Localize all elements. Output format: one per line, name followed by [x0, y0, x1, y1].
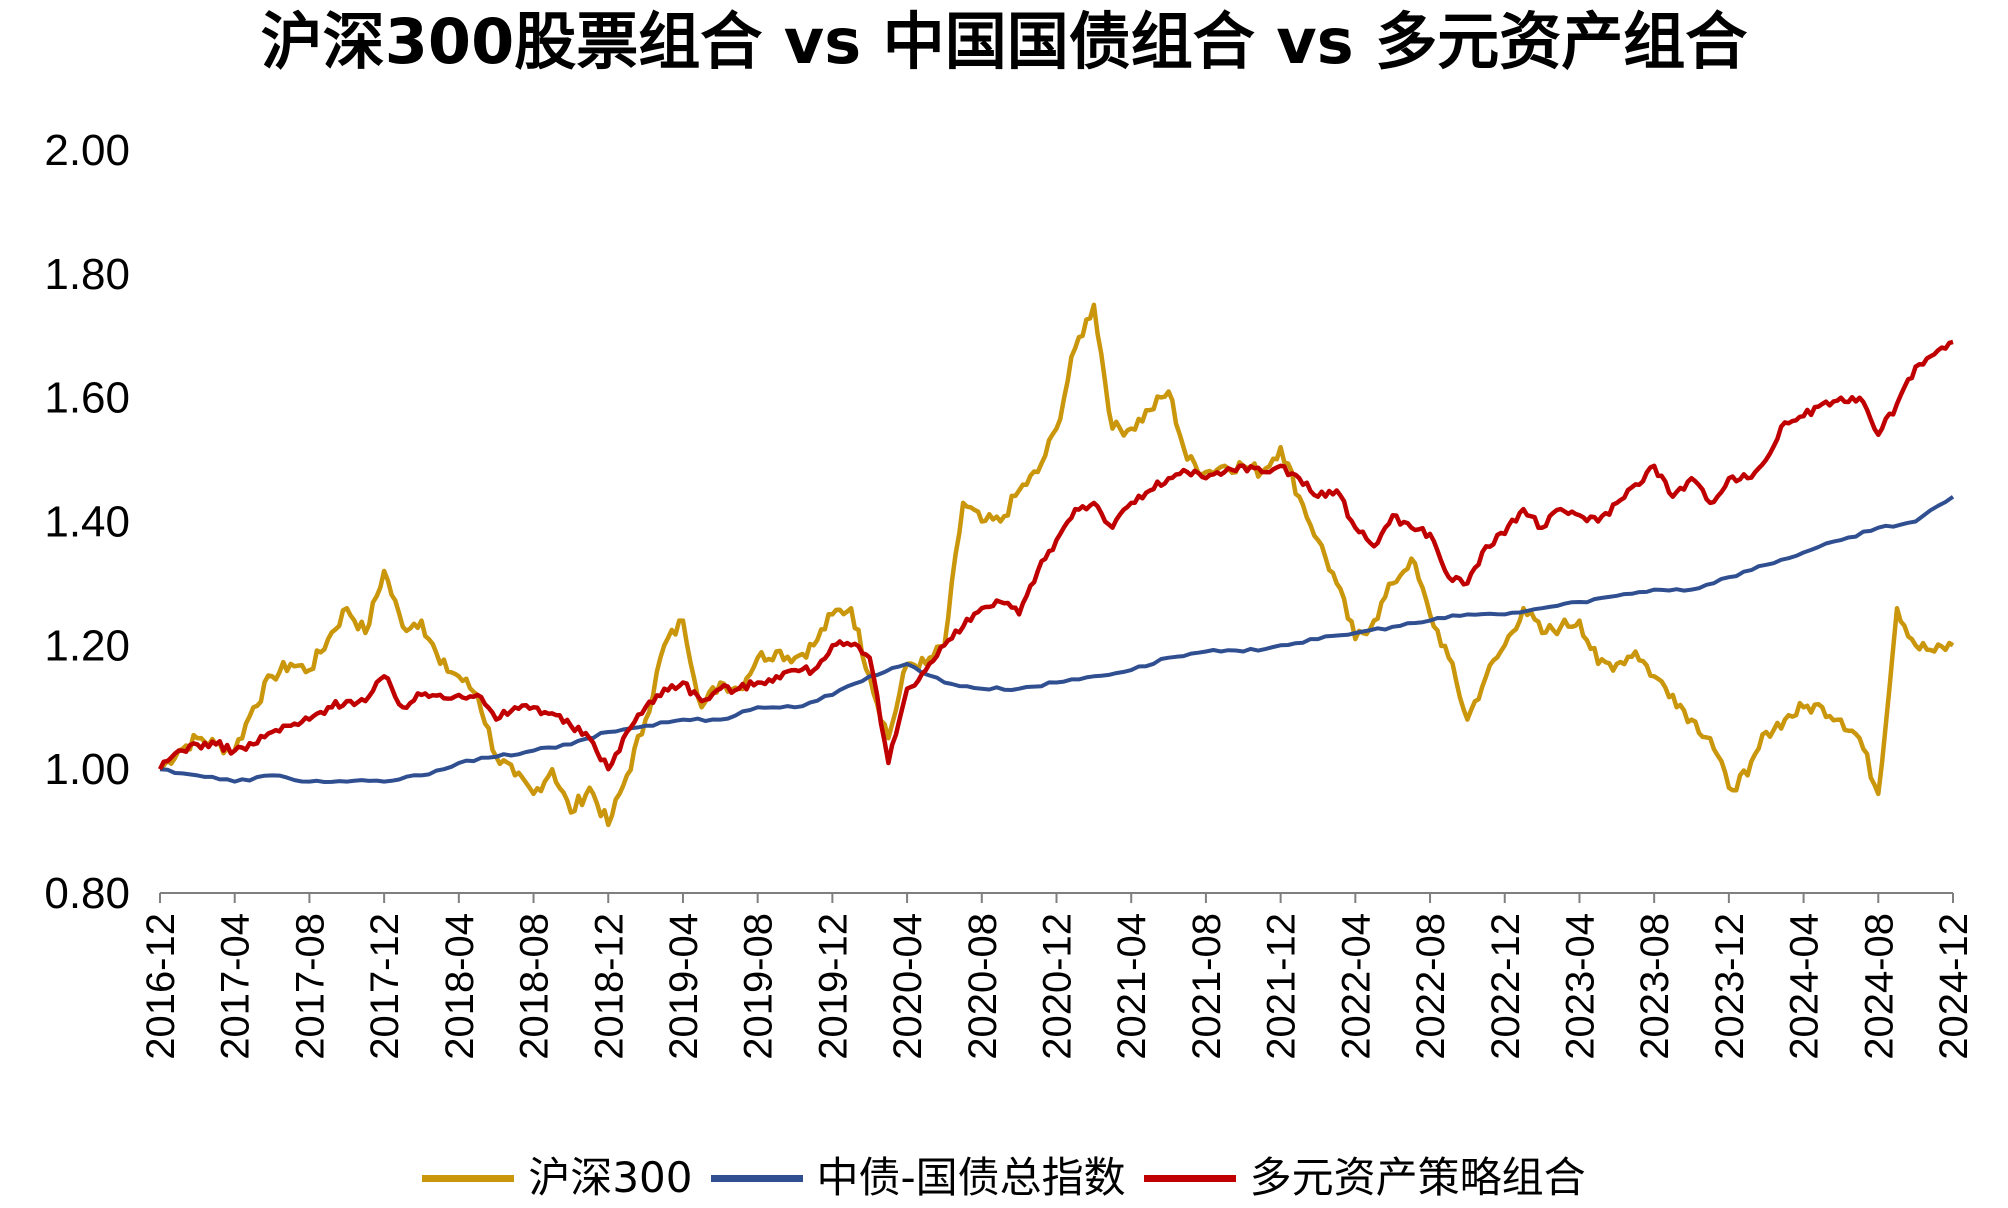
legend-swatch [422, 1174, 515, 1182]
series-line-2 [157, 339, 1954, 772]
legend: 沪深300 中债-国债总指数 多元资产策略组合 [0, 1148, 2008, 1208]
x-tick-label: 2017-08 [288, 913, 332, 1060]
y-tick-label: 2.00 [44, 126, 130, 175]
plot-lines [157, 302, 1955, 828]
legend-label: 沪深300 [528, 1153, 693, 1202]
x-tick-label: 2020-12 [1036, 913, 1080, 1060]
y-tick-label: 1.20 [44, 621, 130, 670]
x-tick-label: 2023-12 [1708, 913, 1752, 1060]
x-tick-label: 2019-04 [662, 913, 706, 1060]
chart-title: 沪深300股票组合 vs 中国国债组合 vs 多元资产组合 [260, 5, 1748, 78]
series-line-0 [158, 302, 1955, 828]
x-tick-label: 2023-08 [1633, 913, 1677, 1060]
x-tick-label: 2017-04 [214, 913, 258, 1060]
x-tick-label: 2019-08 [737, 913, 781, 1060]
x-tick-label: 2020-04 [886, 913, 930, 1060]
x-tick-label: 2021-12 [1260, 913, 1304, 1060]
y-tick-label: 1.00 [44, 745, 130, 794]
y-axis-labels: 0.80 1.00 1.20 1.40 1.60 1.80 2.00 [44, 126, 130, 918]
x-tick-label: 2017-12 [363, 913, 407, 1060]
x-tick-label: 2018-12 [587, 913, 631, 1060]
x-tick-label: 2022-08 [1409, 913, 1453, 1060]
y-tick-label: 1.40 [44, 498, 130, 547]
x-tick-label: 2019-12 [811, 913, 855, 1060]
y-tick-label: 1.60 [44, 374, 130, 423]
y-tick-label: 1.80 [44, 250, 130, 299]
x-tick-label: 2024-08 [1857, 913, 1901, 1060]
legend-item: 沪深300 [422, 1150, 693, 1206]
x-tick-label: 2018-04 [438, 913, 482, 1060]
x-tick-label: 2021-08 [1185, 913, 1229, 1060]
y-tick-label: 0.80 [44, 869, 130, 918]
x-tick-label: 2022-04 [1334, 913, 1378, 1060]
x-tick-label: 2016-12 [139, 913, 183, 1060]
legend-label: 多元资产策略组合 [1249, 1153, 1586, 1202]
legend-swatch [710, 1174, 803, 1182]
x-axis: 2016-12 2017-04 2017-08 2017-12 2018-04 2018-… [139, 892, 1976, 1060]
x-tick-label: 2018-08 [513, 913, 557, 1060]
x-tick-label: 2021-04 [1110, 913, 1154, 1060]
legend-item: 多元资产策略组合 [1143, 1150, 1586, 1206]
x-tick-label: 2020-08 [961, 913, 1005, 1060]
x-tick-label: 2024-04 [1783, 913, 1827, 1060]
x-tick-label: 2022-12 [1484, 913, 1528, 1060]
legend-swatch [1143, 1174, 1236, 1182]
x-tick-label: 2024-12 [1932, 913, 1976, 1060]
x-tick-label: 2023-04 [1558, 913, 1602, 1060]
legend-label: 中债-国债总指数 [816, 1153, 1126, 1202]
series-line-1 [159, 495, 1955, 784]
legend-item: 中债-国债总指数 [710, 1150, 1126, 1206]
